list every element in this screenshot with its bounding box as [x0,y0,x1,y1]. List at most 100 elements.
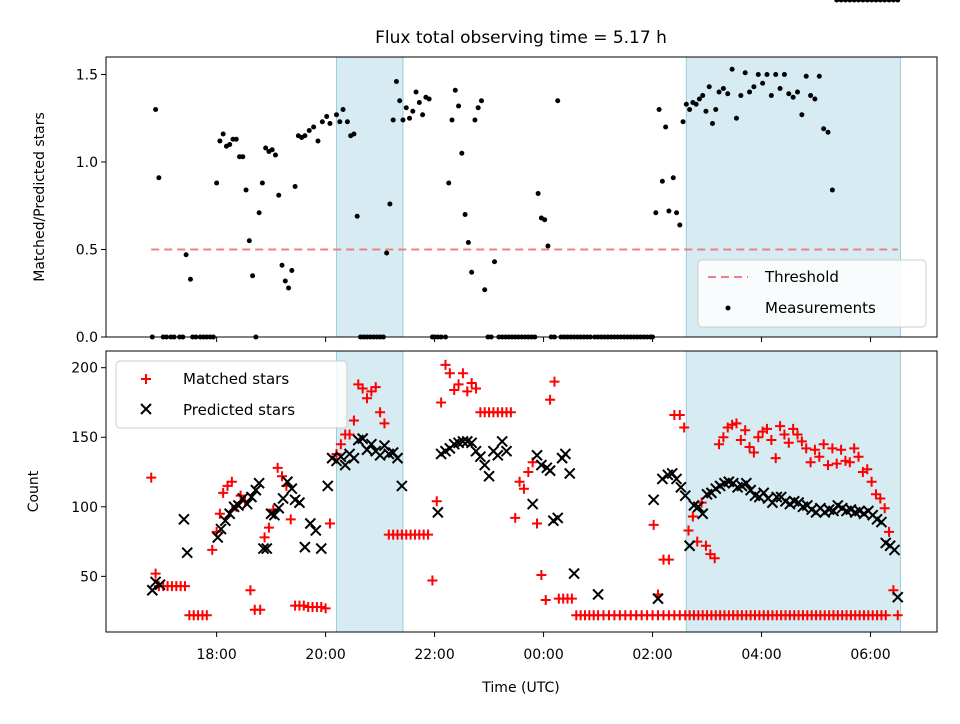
data-point [812,96,818,102]
data-point [378,439,391,452]
data-point [277,471,288,482]
data-point [696,508,709,520]
data-point [250,273,256,279]
data-point [816,73,822,79]
data-point [365,438,378,450]
data-point [348,415,359,426]
data-point [892,610,903,621]
data-point [540,595,551,606]
data-point [659,178,665,184]
data-point [261,542,273,555]
data-point [456,103,462,109]
data-point [298,600,309,611]
x-tick-label: 20:00 [305,647,345,663]
data-point [420,112,426,118]
data-point [453,379,464,390]
data-point [413,89,419,95]
data-point [869,0,875,3]
data-point [693,101,699,107]
data-point [742,70,748,76]
data-point [882,0,888,3]
data-point [462,386,473,397]
legend-box [697,259,927,328]
data-point [492,449,504,462]
data-point [505,407,516,418]
data-point [146,584,159,596]
data-point [725,91,731,97]
data-point [219,515,232,527]
data-point [457,368,468,379]
data-point [821,126,827,132]
data-point [384,250,390,256]
data-point [680,119,686,125]
data-point [670,473,683,485]
data-point [840,455,851,466]
data-point [536,569,547,580]
data-point [393,79,399,84]
data-point [827,443,838,454]
data-point [866,476,877,487]
data-point [836,444,847,455]
data-point [696,96,702,102]
legend-matched-swatch [141,374,151,384]
data-point [831,458,842,469]
data-point [431,496,442,507]
data-point [683,540,696,552]
data-point [706,84,712,90]
data-point [652,592,664,605]
data-point [478,98,484,104]
data-point [683,525,694,536]
data-point [348,452,360,464]
data-point [256,210,262,216]
data-point [781,72,787,77]
data-point [779,429,790,440]
data-point [293,496,306,509]
data-point [180,581,191,592]
data-point [322,480,334,492]
data-point [403,105,409,111]
data-point [768,93,774,98]
data-point [344,119,350,125]
shaded-region-1 [336,56,404,338]
data-point [265,508,277,520]
data-point [766,435,777,446]
data-point [465,240,471,245]
y-tick-label: 0.0 [76,330,98,346]
data-point [181,547,193,559]
data-point [289,268,295,273]
legend-measurements-label: Measurements [765,299,876,317]
data-point [860,0,866,3]
data-point [344,429,355,440]
data-point [281,476,294,488]
data-point [440,359,451,370]
data-point [156,175,162,181]
data-point [255,604,266,615]
y-tick-label: 1.5 [76,68,98,84]
data-point [387,201,393,207]
data-point [753,432,764,443]
data-point [523,467,534,478]
data-point [564,467,576,480]
data-point [733,115,739,121]
data-point [201,610,212,621]
data-point [808,93,814,98]
data-point [299,541,311,553]
data-point [470,383,481,394]
x-tick-label: 18:00 [196,647,236,663]
data-point [285,514,296,525]
data-point [472,117,478,123]
y-tick-label: 150 [71,430,98,446]
data-point [391,452,404,464]
data-point [738,93,744,98]
legend-predicted-label: Predicted stars [183,401,295,419]
data-point [436,397,447,408]
data-point [187,276,193,282]
data-point [679,489,691,502]
data-point [292,184,298,189]
axes-frame [105,350,938,633]
data-point [670,175,676,181]
data-point [410,108,416,114]
data-point [542,217,548,223]
data-point [335,451,347,463]
legend-measurements-swatch [725,305,731,311]
